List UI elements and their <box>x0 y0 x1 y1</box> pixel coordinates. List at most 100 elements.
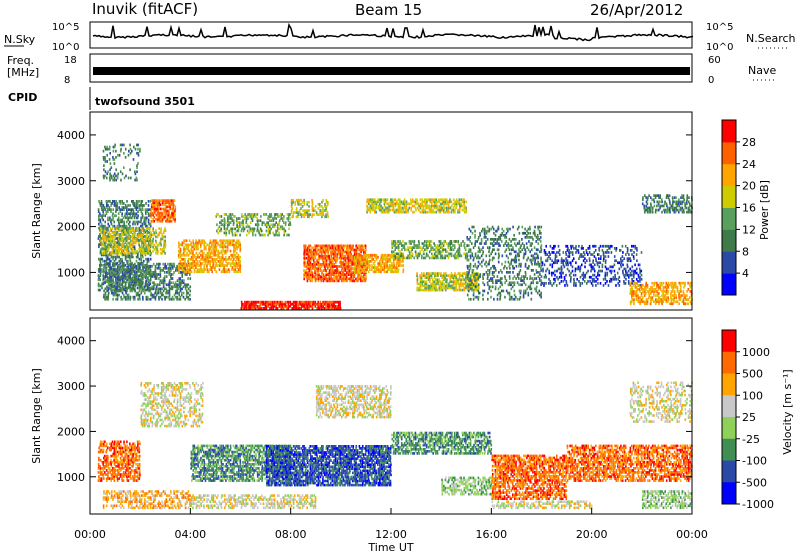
heatmap-cell <box>212 251 215 255</box>
heatmap-cell <box>192 262 195 265</box>
heatmap-cell <box>405 208 407 212</box>
heatmap-cell <box>158 297 160 301</box>
heatmap-cell <box>352 258 354 262</box>
heatmap-cell <box>476 282 478 286</box>
heatmap-cell <box>454 256 456 260</box>
heatmap-cell <box>377 200 379 204</box>
heatmap-cell <box>317 271 319 274</box>
heatmap-cell <box>438 208 440 212</box>
heatmap-cell <box>115 202 117 205</box>
heatmap-cell <box>341 267 343 270</box>
heatmap-cell <box>348 269 351 272</box>
heatmap-cell <box>424 240 426 243</box>
heatmap-cell <box>463 210 466 214</box>
heatmap-cell <box>432 288 434 292</box>
heatmap-cell <box>228 255 230 259</box>
heatmap-cell <box>159 281 161 285</box>
heatmap-cell <box>306 250 309 254</box>
heatmap-cell <box>223 258 226 261</box>
heatmap-cell <box>187 297 190 301</box>
heatmap-cell <box>327 273 329 276</box>
heatmap-cell <box>104 208 106 211</box>
heatmap-cell <box>110 283 113 287</box>
heatmap-cell <box>422 206 425 210</box>
heatmap-cell <box>485 229 487 233</box>
heatmap-cell <box>143 259 145 263</box>
heatmap-cell <box>135 226 138 230</box>
heatmap-cell <box>430 202 433 206</box>
heatmap-cell <box>178 241 180 245</box>
heatmap-cell <box>468 248 470 252</box>
heatmap-cell <box>126 233 129 237</box>
heatmap-cell <box>206 243 208 247</box>
heatmap-cell <box>119 247 121 251</box>
heatmap-cell <box>538 229 541 233</box>
heatmap-cell <box>457 280 459 284</box>
heatmap-cell <box>117 233 120 237</box>
heatmap-cell <box>494 242 497 245</box>
heatmap-cell <box>413 246 415 249</box>
heatmap-cell <box>126 259 128 263</box>
heatmap-cell <box>515 254 517 258</box>
heatmap-cell <box>153 207 156 211</box>
heatmap-cell <box>380 206 383 210</box>
heatmap-cell <box>377 255 379 259</box>
heatmap-cell <box>465 286 467 290</box>
heatmap-cell <box>230 253 232 257</box>
heatmap-cell <box>520 289 522 293</box>
heatmap-cell <box>114 273 116 276</box>
heatmap-cell <box>369 260 372 263</box>
heatmap-cell <box>157 217 159 221</box>
heatmap-cell <box>118 218 120 222</box>
heatmap-cell <box>499 244 501 247</box>
heatmap-cell <box>98 257 100 261</box>
heatmap-cell <box>543 263 546 267</box>
heatmap-cell <box>391 268 394 271</box>
heatmap-cell <box>333 244 336 248</box>
heatmap-cell <box>469 277 472 280</box>
heatmap-cell <box>163 281 166 285</box>
heatmap-cell <box>110 204 112 207</box>
heatmap-cell <box>187 287 190 291</box>
heatmap-cell <box>413 256 415 260</box>
heatmap-cell <box>347 271 350 274</box>
heatmap-cell <box>154 287 157 291</box>
heatmap-cell <box>131 208 133 211</box>
heatmap-cell <box>245 302 248 306</box>
heatmap-cell <box>441 274 443 277</box>
heatmap-cell <box>179 249 182 253</box>
heatmap-cell <box>568 251 570 254</box>
heatmap-cell <box>560 265 563 269</box>
heatmap-cell <box>331 300 334 304</box>
heatmap-cell <box>584 273 586 277</box>
heatmap-cell <box>124 286 127 290</box>
heatmap-cell <box>419 210 422 214</box>
heatmap-cell <box>534 256 536 260</box>
heatmap-cell <box>141 200 144 203</box>
heatmap-cell <box>212 241 214 245</box>
heatmap-cell <box>482 246 484 249</box>
heatmap-cell <box>331 265 334 268</box>
heatmap-cell <box>479 233 481 237</box>
heatmap-cell <box>361 275 364 279</box>
heatmap-cell <box>399 252 401 256</box>
heatmap-cell <box>203 268 205 271</box>
heatmap-cell <box>127 268 130 271</box>
heatmap-cell <box>375 266 378 269</box>
heatmap-cell <box>440 254 442 258</box>
heatmap-cell <box>563 259 566 263</box>
heatmap-cell <box>410 202 412 206</box>
heatmap-cell <box>356 260 359 263</box>
heatmap-cell <box>317 275 320 279</box>
heatmap-cell <box>182 291 185 295</box>
heatmap-cell <box>305 275 308 279</box>
heatmap-cell <box>286 300 289 304</box>
heatmap-cell <box>493 264 496 268</box>
heatmap-cell <box>128 253 130 257</box>
heatmap-cell <box>512 277 514 280</box>
heatmap-cell <box>424 284 426 288</box>
heatmap-cell <box>440 244 442 247</box>
heatmap-cell <box>195 247 198 251</box>
freq-panel: Freq. [MHz] 18 8 60 0 Nave <box>7 53 776 86</box>
heatmap-cell <box>377 206 380 210</box>
